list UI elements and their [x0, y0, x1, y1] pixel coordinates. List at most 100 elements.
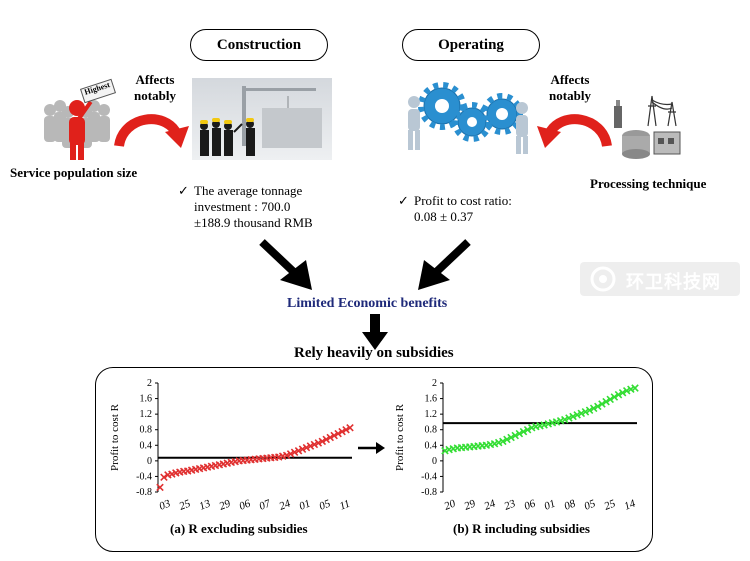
x-tick-label: 29	[463, 497, 478, 512]
right-red-curved-arrow	[537, 114, 612, 148]
data-point	[318, 437, 327, 446]
left-affects-label: Affects notably	[134, 72, 176, 103]
data-point	[294, 446, 303, 455]
y-tick-label: 1.6	[140, 394, 153, 405]
limited-economic-benefits-label: Limited Economic benefits	[287, 296, 448, 311]
data-point	[577, 409, 586, 418]
x-tick-label: 20	[443, 497, 458, 512]
data-point	[581, 408, 590, 416]
x-tick-label: 25	[603, 497, 618, 512]
chart-a-caption: (a) R excluding subsidies	[170, 521, 308, 536]
y-tick-label: 0	[432, 456, 437, 467]
data-point	[614, 390, 623, 399]
x-tick-label: 29	[218, 497, 233, 512]
data-point	[585, 406, 594, 415]
data-point	[282, 451, 291, 460]
data-point	[618, 388, 627, 397]
check-icon: ✓	[398, 193, 409, 208]
data-point	[286, 450, 295, 458]
watermark-text: 环卫科技网	[626, 272, 721, 293]
data-point	[160, 473, 168, 481]
operating-note-line1: Profit to cost ratio:	[414, 193, 512, 208]
subsidy-label: Rely heavily on subsidies	[294, 345, 454, 361]
chart-b-caption: (b) R including subsidies	[453, 521, 590, 536]
x-tick-label: 06	[238, 497, 253, 512]
x-tick-label: 01	[543, 498, 558, 513]
watermark: 环卫科技网	[580, 262, 740, 296]
x-tick-label: 08	[563, 497, 578, 512]
data-point	[338, 427, 346, 436]
data-point	[330, 431, 338, 440]
y-tick-label: 0.8	[425, 425, 438, 436]
data-point	[314, 439, 323, 447]
y-axis-label: Profit to cost R	[109, 403, 121, 471]
y-tick-label: -0.8	[136, 487, 152, 498]
data-point	[598, 400, 606, 408]
data-point	[322, 435, 331, 444]
y-tick-label: 0	[147, 456, 152, 467]
x-tick-label: 14	[623, 497, 638, 512]
processing-plant-icon	[614, 95, 681, 159]
x-tick-label: 07	[258, 497, 273, 512]
chart-transition-arrow	[358, 442, 385, 454]
data-point	[511, 431, 519, 440]
converging-arrows	[259, 239, 471, 290]
x-tick-label: 05	[583, 497, 598, 512]
data-point	[631, 384, 639, 392]
data-point	[565, 414, 573, 422]
x-tick-label: 11	[338, 498, 352, 513]
left-red-curved-arrow	[114, 114, 189, 148]
chart-b: Profit to cost R 2 1.6 1.2 0.8 0.4 0 -0.4 -0.8 20…	[394, 378, 639, 513]
y-tick-label: 0.8	[140, 425, 153, 436]
y-tick-label: 1.2	[140, 409, 153, 420]
data-point	[310, 440, 319, 449]
x-tick-label: 25	[178, 497, 193, 512]
construction-pill: Construction	[190, 29, 328, 61]
data-point	[606, 395, 614, 404]
x-tick-label: 23	[503, 497, 518, 512]
data-point	[610, 393, 619, 401]
x-tick-label: 05	[318, 497, 333, 512]
y-tick-label: -0.4	[421, 471, 437, 482]
data-point	[515, 429, 524, 438]
data-point	[594, 402, 602, 411]
left-down-arrow	[259, 239, 312, 290]
y-tick-label: 0.4	[140, 440, 153, 451]
right-affects-label: Affects notably	[549, 72, 591, 103]
construction-note-line3: ±188.9 thousand RMB	[194, 215, 313, 230]
data-point	[622, 387, 631, 395]
y-tick-label: 2	[432, 378, 437, 389]
operating-note-line2: 0.08 ± 0.37	[414, 209, 474, 224]
check-icon: ✓	[178, 183, 189, 198]
down-arrow	[362, 314, 388, 350]
data-point	[589, 404, 598, 413]
processing-technique-label: Processing technique	[590, 176, 707, 191]
data-point	[519, 427, 528, 436]
operating-note: ✓ Profit to cost ratio: 0.08 ± 0.37	[398, 193, 512, 225]
data-point	[302, 443, 311, 452]
service-population-label: Service population size	[10, 165, 138, 180]
x-tick-label: 03	[158, 497, 173, 512]
construction-note: ✓ The average tonnage investment : 700.0…	[178, 183, 313, 231]
y-tick-label: 1.6	[425, 394, 438, 405]
operating-pill: Operating	[402, 29, 540, 61]
construction-photo	[192, 78, 332, 160]
data-point	[523, 425, 532, 434]
data-point	[346, 424, 354, 432]
gears-icon	[408, 82, 528, 154]
data-point	[334, 429, 342, 438]
data-point	[156, 483, 164, 492]
data-point	[342, 425, 350, 434]
data-point	[602, 397, 610, 406]
data-point	[507, 433, 515, 442]
x-tick-label: 24	[278, 497, 293, 512]
data-point	[573, 411, 581, 419]
data-point	[499, 437, 507, 446]
data-point	[326, 433, 334, 442]
chart-a: Profit to cost R 2 1.6 1.2 0.8 0.4 0 -0.4 -0.8 03…	[109, 378, 354, 513]
y-tick-label: 0.4	[425, 440, 438, 451]
y-tick-label: -0.8	[421, 487, 437, 498]
watermark-logo-icon	[590, 266, 616, 292]
y-tick-label: 1.2	[425, 409, 438, 420]
data-point	[503, 435, 511, 444]
